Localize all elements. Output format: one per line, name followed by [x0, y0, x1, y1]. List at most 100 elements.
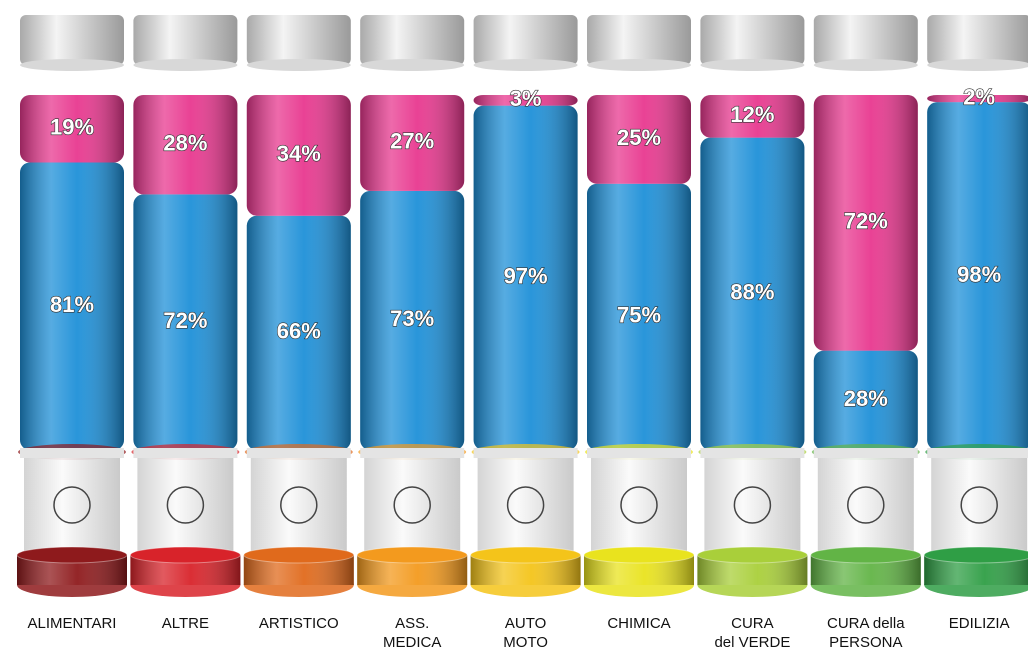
category-label: ARTISTICO	[258, 615, 339, 632]
cap-rim	[246, 59, 351, 71]
base-top	[696, 546, 808, 564]
value-label: 28%	[844, 386, 888, 411]
icon	[166, 486, 205, 524]
icon	[620, 486, 658, 524]
cap	[700, 15, 805, 65]
shading	[813, 95, 918, 351]
icon	[280, 486, 318, 524]
shading	[587, 95, 691, 184]
shading	[20, 95, 124, 163]
cap-rim	[813, 59, 918, 71]
cap	[133, 15, 238, 65]
value-label: 98%	[957, 262, 1001, 287]
shading	[700, 95, 805, 138]
shading	[360, 190, 465, 450]
cap-rim	[473, 59, 578, 71]
glass	[817, 458, 914, 553]
base-top	[470, 546, 582, 564]
value-label: 2%	[963, 84, 995, 109]
base-top	[923, 546, 1028, 564]
value-label: 28%	[163, 131, 207, 156]
base-top	[16, 546, 128, 564]
ring-band	[473, 448, 578, 458]
value-label: 73%	[390, 306, 434, 331]
shading	[133, 95, 238, 195]
cap-rim	[587, 59, 691, 71]
shading	[473, 95, 578, 106]
shading	[700, 137, 805, 450]
icon	[733, 486, 772, 524]
cap-rim	[700, 59, 805, 71]
base-top	[583, 546, 695, 564]
ring-band	[360, 448, 465, 458]
value-label: 3%	[510, 86, 542, 111]
value-label: 72%	[163, 308, 207, 333]
value-label: 25%	[617, 125, 661, 150]
cap-rim	[133, 59, 238, 71]
cap-rim	[20, 59, 124, 71]
category-label: ALIMENTARI	[27, 615, 117, 632]
icon	[53, 486, 91, 524]
ring-band	[700, 448, 805, 458]
icon	[847, 486, 885, 524]
shading	[20, 162, 124, 450]
cap	[927, 15, 1028, 65]
value-label: 97%	[504, 264, 548, 289]
shading	[927, 102, 1028, 450]
value-label: 66%	[277, 319, 321, 344]
cap-rim	[927, 59, 1028, 71]
glass	[137, 458, 234, 553]
category-label: CURA della PERSONA	[827, 615, 905, 651]
shading	[360, 95, 465, 191]
category-label: CURA del VERDE	[714, 615, 791, 651]
icon	[506, 486, 545, 524]
cap	[587, 15, 691, 65]
shading	[246, 215, 351, 450]
shading	[813, 350, 918, 450]
ring-band	[20, 448, 124, 458]
value-label: 34%	[277, 141, 321, 166]
value-label: 12%	[730, 102, 774, 127]
glass	[364, 458, 461, 553]
ring-band	[927, 448, 1028, 458]
cap	[246, 15, 351, 65]
value-label: 81%	[50, 292, 94, 317]
base-top	[243, 546, 355, 564]
glass	[591, 458, 687, 553]
cap	[473, 15, 578, 65]
shading	[927, 95, 1028, 103]
shading	[133, 194, 238, 450]
icon	[393, 486, 431, 524]
value-label: 88%	[730, 280, 774, 305]
glass	[250, 458, 347, 553]
cap	[360, 15, 465, 65]
ring-band	[587, 448, 691, 458]
base-top	[356, 546, 468, 564]
category-label: AUTO MOTO	[503, 615, 548, 651]
category-label: CHIMICA	[607, 615, 671, 632]
ring-band	[813, 448, 918, 458]
category-label: ASS. MEDICA	[383, 615, 442, 651]
glass	[477, 458, 574, 553]
value-label: 72%	[844, 209, 888, 234]
ring-band	[246, 448, 351, 458]
cap-rim	[360, 59, 465, 71]
icon	[960, 486, 998, 524]
glass	[931, 458, 1028, 553]
base-top	[129, 546, 241, 564]
glass	[704, 458, 801, 553]
value-label: 75%	[617, 303, 661, 328]
value-label: 19%	[50, 115, 94, 140]
shading	[246, 95, 351, 216]
shading	[473, 105, 578, 451]
ring-band	[133, 448, 238, 458]
cap	[813, 15, 918, 65]
shading	[587, 183, 691, 450]
cap	[20, 15, 124, 65]
base-top	[810, 546, 922, 564]
glass	[24, 458, 120, 553]
value-label: 27%	[390, 129, 434, 154]
category-label: EDILIZIA	[948, 615, 1010, 632]
